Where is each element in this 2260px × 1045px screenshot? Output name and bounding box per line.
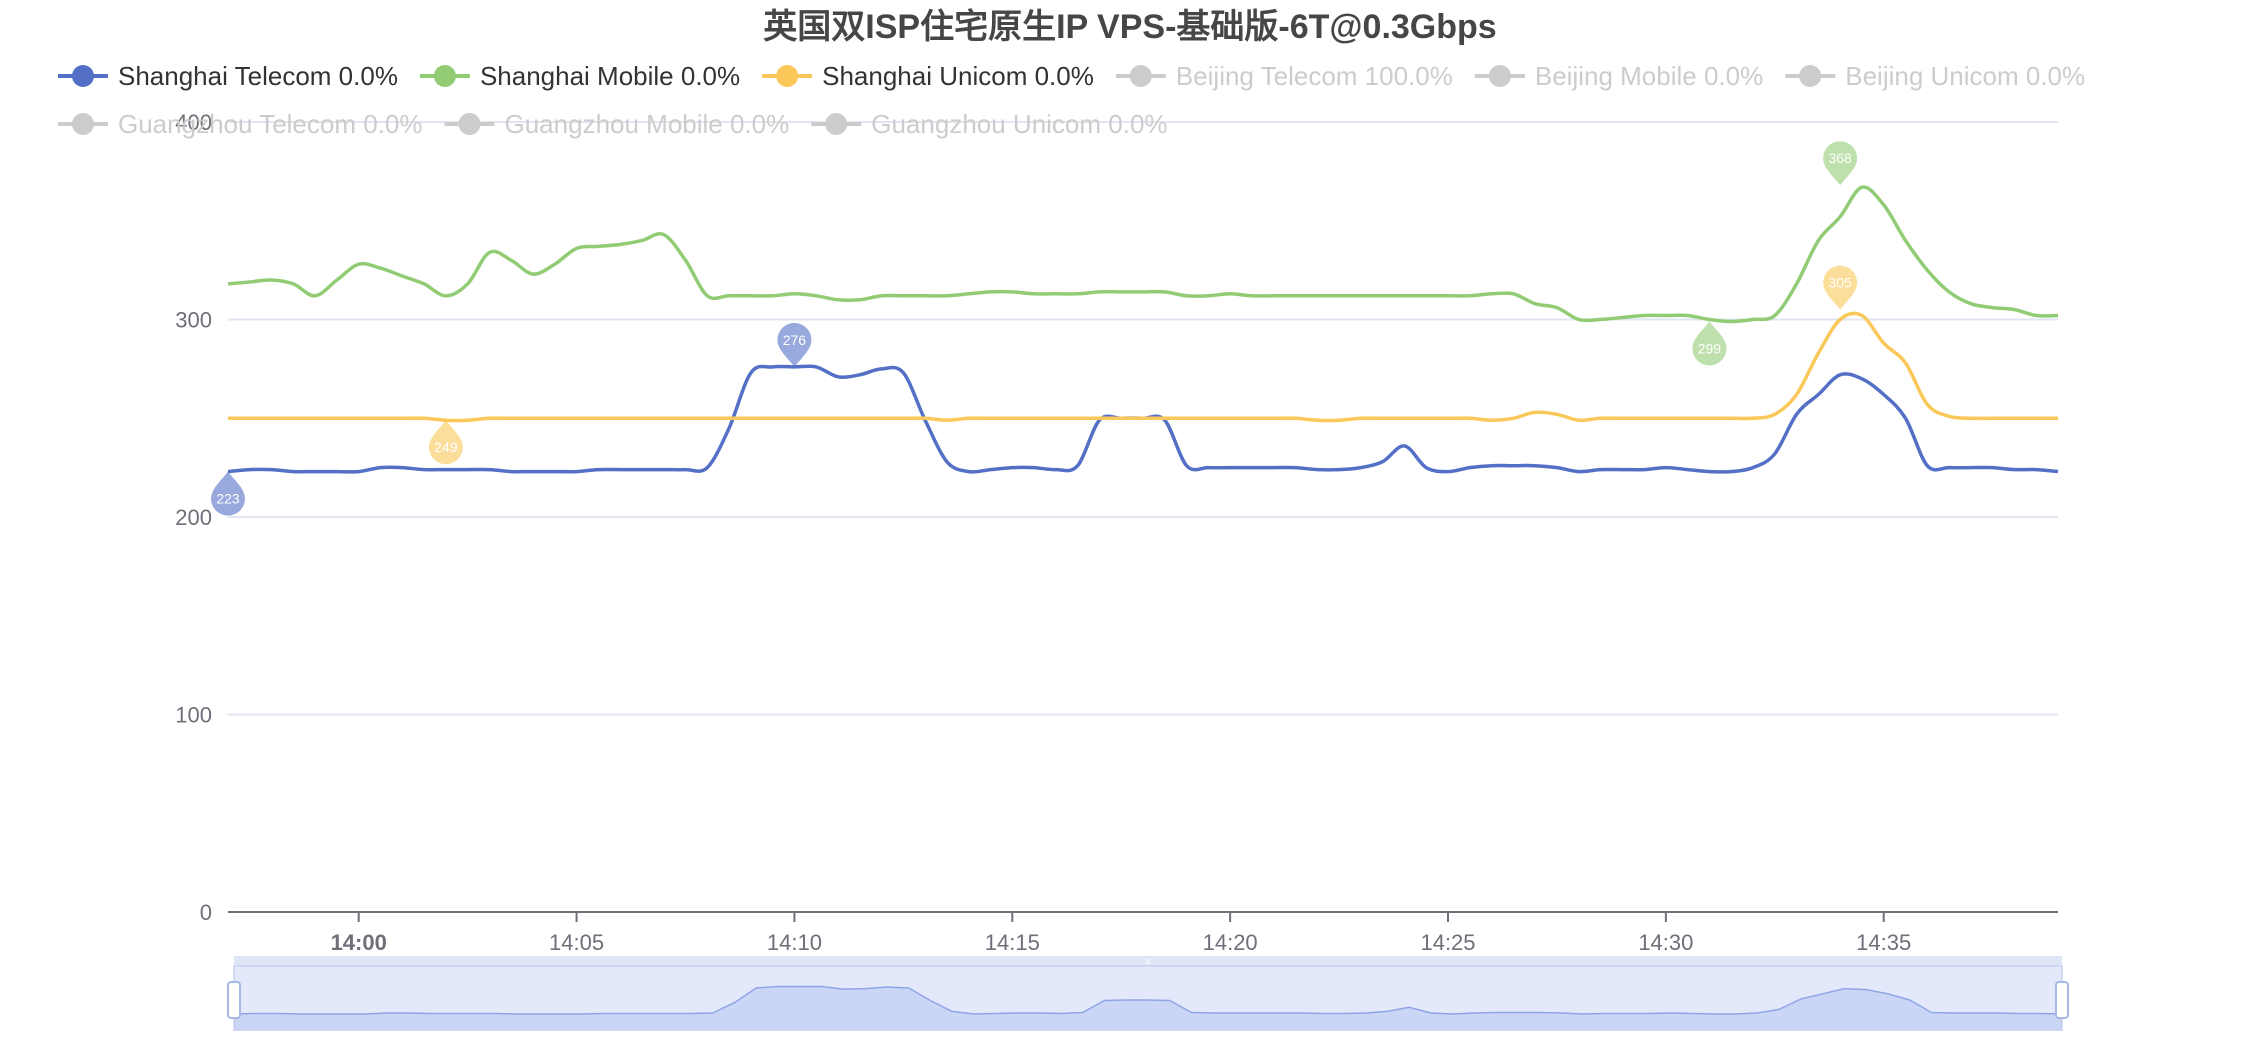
marker-label: 299	[1698, 340, 1722, 356]
legend-label[interactable]: Shanghai Unicom 0.0%	[822, 61, 1094, 91]
value-marker: 276	[777, 322, 812, 367]
marker-label: 223	[216, 491, 240, 507]
legend-item-6[interactable]: Guangzhou Telecom 0.0%	[58, 109, 423, 139]
marker-pin	[1823, 265, 1858, 310]
zoom-left-handle[interactable]	[227, 981, 241, 1019]
legend-dot-icon	[825, 113, 848, 135]
marker-pin	[1692, 321, 1727, 366]
x-tick-label: 14:25	[1420, 930, 1475, 955]
zoom-top-bar[interactable]	[234, 956, 2062, 968]
legend-item-8[interactable]: Guangzhou Unicom 0.0%	[811, 109, 1168, 139]
grid-lines	[228, 121, 2058, 716]
legend-label[interactable]: Guangzhou Mobile 0.0%	[505, 109, 790, 139]
y-tick-label: 0	[200, 900, 212, 925]
marker-label: 249	[434, 439, 458, 455]
legend-dot-icon	[776, 65, 799, 87]
legend-dot-icon	[458, 113, 481, 135]
legend-dot-icon	[1129, 65, 1152, 87]
legend-dot-icon	[72, 113, 94, 135]
y-tick-label: 400	[175, 110, 212, 135]
legend-label[interactable]: Beijing Unicom 0.0%	[1845, 61, 2085, 91]
y-tick-label: 200	[175, 505, 212, 530]
legend-dot-icon	[433, 65, 456, 87]
x-tick-label: 14:30	[1638, 930, 1693, 955]
value-marker: 299	[1692, 321, 1727, 366]
legend-item-7[interactable]: Guangzhou Mobile 0.0%	[444, 109, 790, 139]
x-tick-label: 14:15	[985, 930, 1040, 955]
marker-label: 276	[783, 332, 807, 348]
legend-label[interactable]: Guangzhou Telecom 0.0%	[118, 109, 423, 139]
legend-item-3[interactable]: Beijing Telecom 100.0%	[1115, 61, 1453, 91]
series-line-1	[227, 185, 2059, 324]
value-marker: 223	[211, 471, 245, 516]
x-tick-label: 14:20	[1203, 930, 1258, 955]
legend-item-2[interactable]: Shanghai Unicom 0.0%	[762, 61, 1094, 91]
x-tick-label: 14:05	[549, 930, 604, 955]
marker-pin	[428, 420, 463, 465]
value-marker: 249	[428, 420, 463, 465]
marker-pin	[211, 471, 245, 516]
legend-label[interactable]: Beijing Mobile 0.0%	[1535, 61, 1763, 91]
value-marker: 305	[1823, 265, 1858, 310]
legend-dot-icon	[1799, 65, 1822, 87]
legend-label[interactable]: Shanghai Telecom 0.0%	[118, 61, 398, 91]
marker-pin	[1823, 141, 1858, 186]
legend-item-0[interactable]: Shanghai Telecom 0.0%	[58, 61, 398, 91]
value-markers: 223 276 368 299 249 305	[211, 141, 1858, 516]
x-tick-label: 14:00	[331, 930, 387, 955]
x-tick-label: 14:35	[1856, 930, 1911, 955]
legend: Shanghai Telecom 0.0% Shanghai Mobile 0.0…	[58, 61, 2085, 139]
y-tick-label: 100	[175, 703, 212, 728]
chart-title: 英国双ISP住宅原生IP VPS-基础版-6T@0.3Gbps	[763, 7, 1496, 46]
legend-item-4[interactable]: Beijing Mobile 0.0%	[1474, 61, 1763, 91]
legend-label[interactable]: Guangzhou Unicom 0.0%	[871, 109, 1167, 139]
legend-label[interactable]: Shanghai Mobile 0.0%	[480, 61, 740, 91]
legend-label[interactable]: Beijing Telecom 100.0%	[1176, 61, 1453, 91]
zoom-overview-area	[234, 986, 2062, 1030]
legend-item-1[interactable]: Shanghai Mobile 0.0%	[419, 61, 740, 91]
series-lines	[227, 185, 2059, 474]
zoom-overview-line	[233, 985, 2063, 1015]
x-tick-label: 14:10	[767, 930, 822, 955]
legend-dot-icon	[1488, 65, 1511, 87]
series-line-2	[228, 311, 2058, 423]
marker-label: 305	[1828, 275, 1852, 291]
value-marker: 368	[1823, 141, 1858, 186]
legend-dot-icon	[72, 65, 94, 87]
zoom-move-handle-icon[interactable]: ≡	[1145, 957, 1151, 968]
data-zoom-slider[interactable]: ≡	[227, 956, 2069, 1031]
marker-label: 368	[1828, 150, 1852, 166]
y-tick-label: 300	[175, 308, 212, 333]
marker-pin	[777, 322, 812, 367]
axes: 0 100 200 300 400 14:00 14:05 14:10 14:15 14:20 14…	[175, 110, 2058, 955]
legend-item-5[interactable]: Beijing Unicom 0.0%	[1785, 61, 2085, 91]
zoom-right-handle[interactable]	[2055, 981, 2069, 1019]
